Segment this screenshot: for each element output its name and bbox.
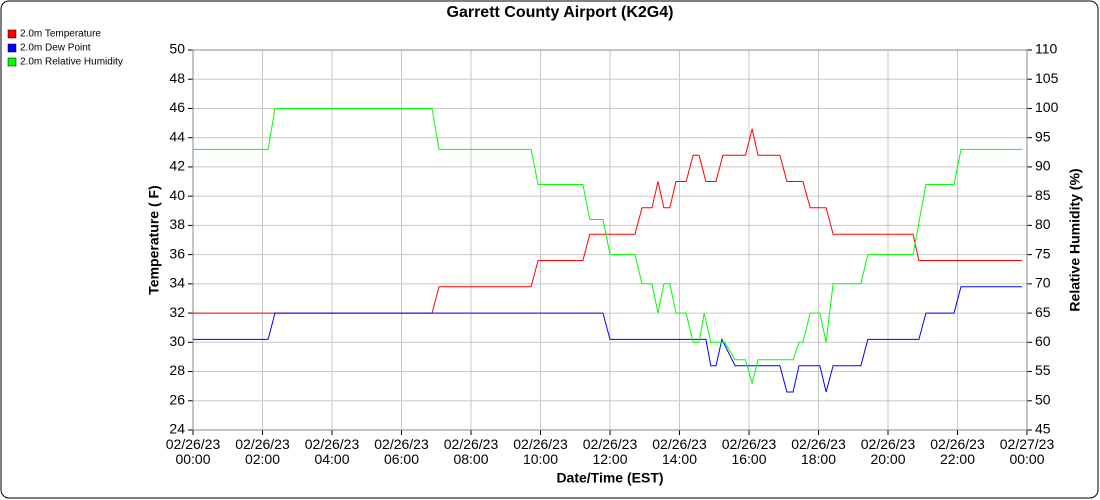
y2-tick-label: 100 (1035, 99, 1059, 115)
x-tick-label: 02/26/23 20:00 (860, 436, 916, 467)
x-tick-label: 02/26/23 18:00 (791, 436, 846, 467)
y-tick-label: 28 (169, 362, 185, 378)
y-tick-label: 38 (169, 216, 185, 232)
y-tick-label: 26 (169, 391, 185, 407)
legend-swatch (7, 57, 17, 67)
x-tick-label: 02/26/23 22:00 (930, 436, 985, 467)
x-tick-label: 02/26/23 00:00 (165, 436, 221, 467)
y2-tick-label: 45 (1035, 421, 1051, 437)
plot-border (192, 49, 1028, 431)
y2-tick-label: 105 (1035, 70, 1059, 86)
legend-label: 2.0m Relative Humidity (20, 57, 123, 68)
y2-tick-label: 50 (1035, 391, 1051, 407)
y2-tick-label: 55 (1035, 362, 1051, 378)
y-tick-label: 50 (169, 41, 185, 57)
legend-swatch (7, 29, 17, 39)
x-tick-label: 02/26/23 02:00 (235, 436, 290, 467)
y-tick-label: 24 (169, 421, 185, 437)
y2-tick-label: 65 (1035, 304, 1051, 320)
y-tick-label: 30 (169, 333, 185, 349)
x-tick-label: 02/26/23 10:00 (513, 436, 568, 467)
line-series (193, 128, 1023, 314)
legend-swatch (7, 43, 17, 53)
y2-tick-label: 90 (1035, 158, 1051, 174)
y2-tick-label: 70 (1035, 275, 1051, 291)
y-tick-label: 42 (169, 158, 185, 174)
y-tick-label: 46 (169, 99, 185, 115)
x-tick-label: 02/26/23 04:00 (304, 436, 360, 467)
y2-tick-label: 80 (1035, 216, 1051, 232)
y2-tick-label: 75 (1035, 245, 1051, 261)
x-tick-label: 02/27/23 00:00 (999, 436, 1055, 467)
legend-label: 2.0m Dew Point (20, 43, 91, 54)
y-tick-label: 48 (169, 70, 185, 86)
x-axis-label: Date/Time (EST) (556, 470, 663, 486)
chart-title: Garrett County Airport (K2G4) (447, 4, 674, 21)
y2-tick-label: 110 (1035, 41, 1058, 57)
x-tick-label: 02/26/23 14:00 (652, 436, 707, 467)
y-tick-label: 34 (169, 275, 185, 291)
y-tick-label: 44 (169, 128, 185, 144)
x-tick-label: 02/26/23 16:00 (721, 436, 777, 467)
y-tick-label: 40 (169, 187, 185, 203)
y2-tick-label: 85 (1035, 187, 1051, 203)
line-series (193, 286, 1023, 393)
y2-tick-label: 95 (1035, 128, 1051, 144)
x-tick-label: 02/26/23 06:00 (374, 436, 429, 467)
legend-label: 2.0m Temperature (20, 29, 101, 40)
y-tick-label: 36 (169, 245, 185, 261)
y2-axis-label: Relative Humidity (%) (1067, 168, 1083, 311)
line-series (193, 108, 1023, 386)
y-axis-label: Temperature ( F) (146, 185, 162, 294)
y2-tick-label: 60 (1035, 333, 1051, 349)
y-tick-label: 32 (169, 304, 185, 320)
x-tick-label: 02/26/23 12:00 (582, 436, 638, 467)
x-tick-label: 02/26/23 08:00 (443, 436, 499, 467)
